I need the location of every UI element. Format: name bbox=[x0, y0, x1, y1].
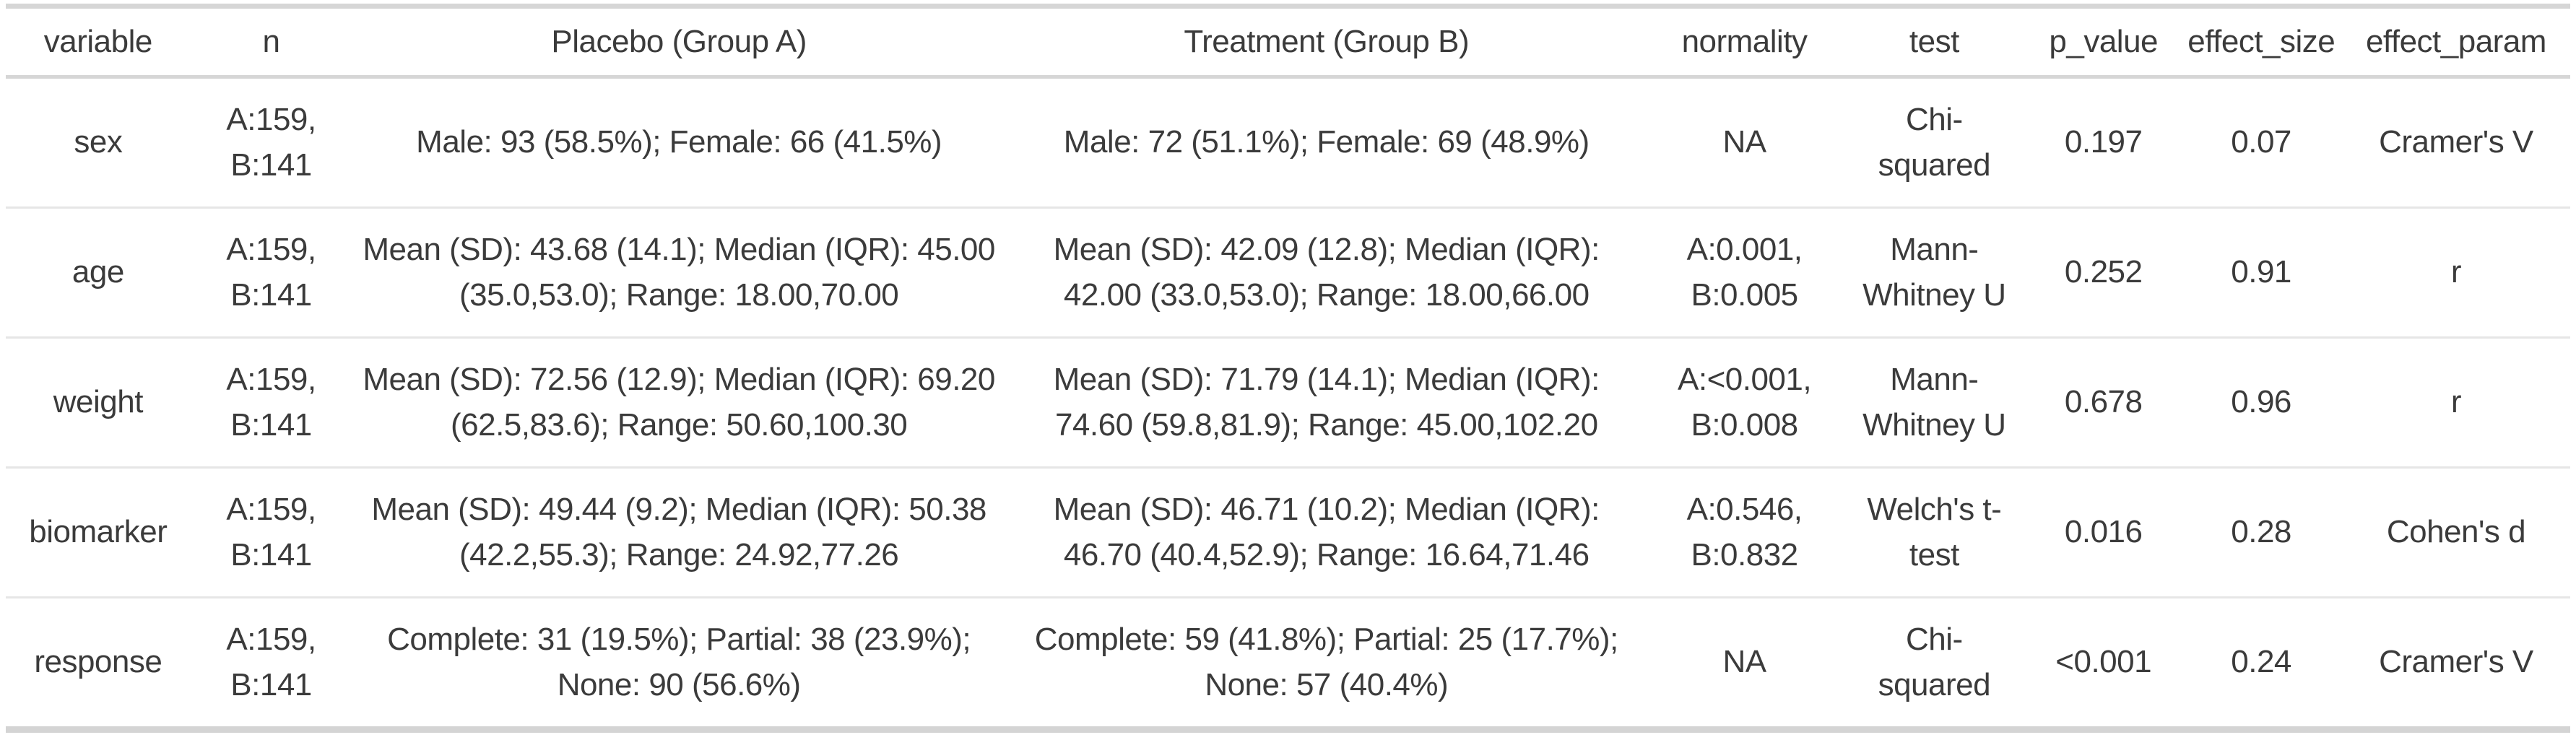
cell-n: A:159, B:141 bbox=[226, 622, 316, 702]
cell-effect-param: Cramer's V bbox=[2379, 124, 2533, 160]
cell-test: Welch's t-test bbox=[1867, 492, 2002, 573]
cell-effect-size: 0.28 bbox=[2231, 514, 2291, 550]
cell-p-value: <0.001 bbox=[2055, 644, 2152, 680]
cell-variable: response bbox=[34, 644, 162, 680]
cell-effect-size: 0.96 bbox=[2231, 384, 2291, 420]
table-body: sex A:159, B:141 Male: 93 (58.5%); Femal… bbox=[6, 77, 2570, 730]
cell-effect-size: 0.91 bbox=[2231, 254, 2291, 290]
cell-normality: A:<0.001, B:0.008 bbox=[1678, 362, 1812, 443]
cell-group-b: Complete: 59 (41.8%); Partial: 25 (17.7%… bbox=[1034, 622, 1619, 702]
column-header-p-value: p_value bbox=[2049, 23, 2159, 59]
cell-group-b: Mean (SD): 71.79 (14.1); Median (IQR): 7… bbox=[1053, 362, 1600, 443]
table-row: weight A:159, B:141 Mean (SD): 72.56 (12… bbox=[6, 338, 2570, 468]
cell-variable: weight bbox=[53, 384, 144, 420]
cell-n: A:159, B:141 bbox=[226, 362, 316, 443]
cell-n: A:159, B:141 bbox=[226, 102, 316, 183]
cell-group-a: Mean (SD): 72.56 (12.9); Median (IQR): 6… bbox=[363, 362, 995, 443]
cell-group-a: Mean (SD): 43.68 (14.1); Median (IQR): 4… bbox=[363, 232, 995, 313]
cell-effect-param: Cramer's V bbox=[2379, 644, 2533, 680]
summary-statistics-table: variable n Placebo (Group A) Treatment (… bbox=[6, 4, 2570, 733]
cell-effect-param: r bbox=[2450, 384, 2462, 420]
table-row: sex A:159, B:141 Male: 93 (58.5%); Femal… bbox=[6, 77, 2570, 208]
cell-test: Mann-Whitney U bbox=[1862, 232, 2006, 313]
cell-group-a: Complete: 31 (19.5%); Partial: 38 (23.9%… bbox=[387, 622, 971, 702]
cell-test: Chi-squared bbox=[1878, 622, 1991, 702]
table-row: biomarker A:159, B:141 Mean (SD): 49.44 … bbox=[6, 468, 2570, 598]
table-row: age A:159, B:141 Mean (SD): 43.68 (14.1)… bbox=[6, 208, 2570, 338]
table-row: response A:159, B:141 Complete: 31 (19.5… bbox=[6, 598, 2570, 730]
cell-normality: A:0.546, B:0.832 bbox=[1686, 492, 1803, 573]
column-header-normality: normality bbox=[1681, 23, 1808, 59]
column-header-variable: variable bbox=[43, 23, 153, 59]
cell-normality: NA bbox=[1722, 124, 1767, 160]
table-header: variable n Placebo (Group A) Treatment (… bbox=[6, 6, 2570, 77]
cell-n: A:159, B:141 bbox=[226, 232, 316, 313]
cell-effect-param: r bbox=[2450, 254, 2462, 290]
cell-variable: age bbox=[71, 254, 124, 290]
cell-group-b: Mean (SD): 46.71 (10.2); Median (IQR): 4… bbox=[1053, 492, 1600, 573]
cell-normality: A:0.001, B:0.005 bbox=[1686, 232, 1803, 313]
cell-n: A:159, B:141 bbox=[226, 492, 316, 573]
cell-p-value: 0.252 bbox=[2064, 254, 2143, 290]
cell-group-b: Mean (SD): 42.09 (12.8); Median (IQR): 4… bbox=[1053, 232, 1600, 313]
cell-effect-param: Cohen's d bbox=[2386, 514, 2526, 550]
cell-normality: NA bbox=[1722, 644, 1767, 680]
cell-variable: sex bbox=[74, 124, 123, 160]
cell-test: Mann-Whitney U bbox=[1862, 362, 2006, 443]
cell-variable: biomarker bbox=[29, 514, 168, 550]
column-header-effect-param: effect_param bbox=[2365, 23, 2547, 59]
summary-table-container: variable n Placebo (Group A) Treatment (… bbox=[6, 4, 2570, 733]
cell-p-value: 0.197 bbox=[2064, 124, 2143, 160]
cell-test: Chi-squared bbox=[1878, 102, 1991, 183]
column-header-placebo-group-a: Placebo (Group A) bbox=[551, 23, 807, 59]
column-header-test: test bbox=[1909, 23, 1959, 59]
cell-effect-size: 0.07 bbox=[2231, 124, 2291, 160]
cell-group-a: Mean (SD): 49.44 (9.2); Median (IQR): 50… bbox=[371, 492, 986, 573]
column-header-effect-size: effect_size bbox=[2187, 23, 2336, 59]
cell-p-value: 0.016 bbox=[2064, 514, 2143, 550]
column-header-treatment-group-b: Treatment (Group B) bbox=[1184, 23, 1470, 59]
cell-group-b: Male: 72 (51.1%); Female: 69 (48.9%) bbox=[1063, 124, 1590, 160]
cell-group-a: Male: 93 (58.5%); Female: 66 (41.5%) bbox=[416, 124, 942, 160]
cell-effect-size: 0.24 bbox=[2231, 644, 2291, 680]
header-row: variable n Placebo (Group A) Treatment (… bbox=[6, 6, 2570, 77]
column-header-n: n bbox=[262, 23, 280, 59]
cell-p-value: 0.678 bbox=[2064, 384, 2143, 420]
